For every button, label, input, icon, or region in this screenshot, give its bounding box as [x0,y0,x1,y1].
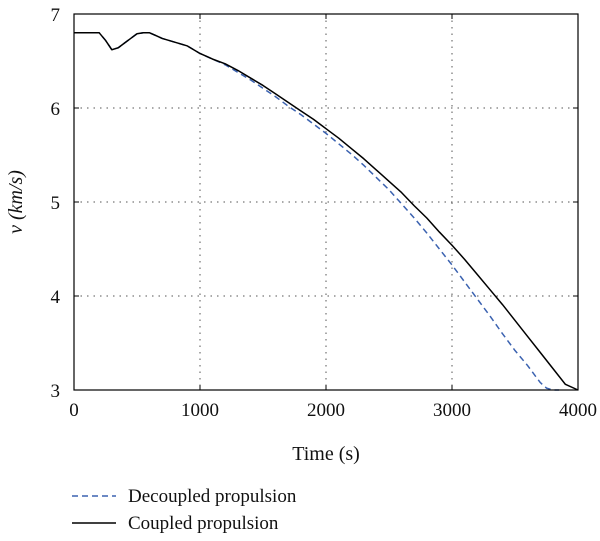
tick-labels: 0 1000 2000 3000 4000 3 4 5 6 7 [51,5,598,421]
x-axis-label: Time (s) [292,443,360,465]
x-tick-label: 1000 [181,400,219,421]
x-tick-label: 4000 [559,400,597,421]
y-tick-label: 6 [51,99,61,120]
x-tick-label: 2000 [307,400,345,421]
y-tick-label: 5 [51,193,61,214]
series-line-coupled [74,32,579,391]
legend-label-coupled: Coupled propulsion [128,513,279,534]
x-tick-label: 0 [69,400,79,421]
y-axis-label: v (km/s) [5,170,27,234]
series-line-decoupled [74,32,560,391]
y-tick-label: 4 [51,287,61,308]
legend-label-decoupled: Decoupled propulsion [128,486,297,507]
legend: Decoupled propulsion Coupled propulsion [72,486,297,534]
y-tick-label: 7 [51,5,61,26]
plot-frame [73,13,579,391]
series-lines [74,32,579,391]
grid [74,14,578,390]
x-tick-label: 3000 [433,400,471,421]
y-tick-label: 3 [51,381,61,402]
